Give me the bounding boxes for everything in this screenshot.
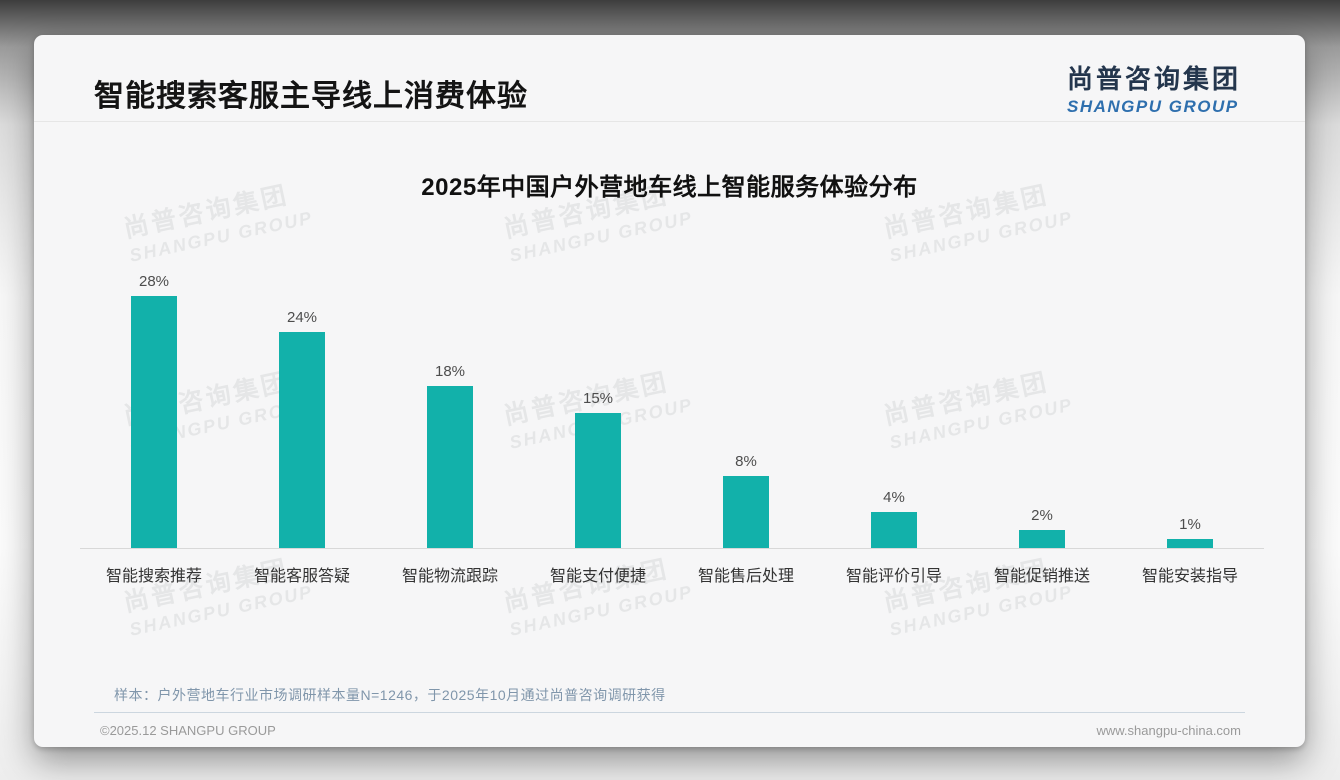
brand-logo: 尚普咨询集团 SHANGPU GROUP bbox=[1067, 59, 1241, 117]
watermark-english: SHANGPU GROUP bbox=[127, 207, 315, 266]
bar-column: 1% bbox=[1116, 516, 1264, 548]
bar bbox=[131, 296, 177, 548]
brand-logo-chinese: 尚普咨询集团 bbox=[1066, 64, 1241, 94]
bar bbox=[1167, 539, 1213, 548]
page-title: 智能搜索客服主导线上消费体验 bbox=[94, 80, 528, 113]
watermark-english: SHANGPU GROUP bbox=[887, 207, 1075, 266]
copyright-text: ©2025.12 SHANGPU GROUP bbox=[100, 723, 276, 738]
bar-value-label: 28% bbox=[138, 273, 170, 290]
bar-column: 8% bbox=[672, 453, 820, 548]
bar-column: 4% bbox=[820, 489, 968, 548]
x-axis-label: 智能安装指导 bbox=[1141, 568, 1238, 585]
bar bbox=[279, 332, 325, 548]
website-url: www.shangpu-china.com bbox=[1096, 723, 1241, 738]
slide-footer: ©2025.12 SHANGPU GROUP www.shangpu-china… bbox=[100, 723, 1241, 738]
x-axis-category-labels: 智能搜索推荐 智能客服答疑 智能物流跟踪 智能支付便捷 智能售后处理 智能评价引导 智能促销… bbox=[80, 562, 1264, 586]
x-axis-label: 智能促销推送 bbox=[993, 568, 1090, 585]
watermark: 尚普咨询集团 SHANGPU GROUP bbox=[120, 545, 315, 641]
bar-value-label: 1% bbox=[1179, 516, 1201, 533]
watermark-english: SHANGPU GROUP bbox=[507, 207, 695, 266]
bar bbox=[575, 413, 621, 548]
watermark: 尚普咨询集团 SHANGPU GROUP bbox=[880, 545, 1075, 641]
bar bbox=[1019, 530, 1065, 548]
bar-value-label: 4% bbox=[883, 489, 905, 506]
bar bbox=[427, 386, 473, 548]
x-axis-label: 智能客服答疑 bbox=[253, 568, 350, 585]
watermark-english: SHANGPU GROUP bbox=[887, 581, 1075, 640]
x-axis-label: 智能搜索推荐 bbox=[105, 568, 202, 585]
bar-value-label: 8% bbox=[735, 453, 757, 470]
bar-column: 2% bbox=[968, 507, 1116, 548]
brand-logo-english: SHANGPU GROUP bbox=[1066, 97, 1239, 116]
bar-column: 18% bbox=[376, 363, 524, 548]
bar-chart-plot: 28% 24% 18% 15% 8% 4% 2% 1% bbox=[80, 265, 1264, 549]
bar-column: 24% bbox=[228, 309, 376, 548]
chart-title: 2025年中国户外营地车线上智能服务体验分布 bbox=[421, 174, 918, 201]
x-axis-label: 智能物流跟踪 bbox=[401, 568, 498, 585]
bar-value-label: 15% bbox=[582, 390, 614, 407]
bar-column: 15% bbox=[524, 390, 672, 548]
x-axis-label: 智能支付便捷 bbox=[549, 568, 646, 585]
bar bbox=[723, 476, 769, 548]
footer-divider bbox=[94, 712, 1245, 713]
slide-card: 尚普咨询集团 SHANGPU GROUP 尚普咨询集团 SHANGPU GROUP 尚普… bbox=[34, 35, 1305, 747]
x-axis-label: 智能评价引导 bbox=[845, 568, 942, 585]
bar-value-label: 24% bbox=[286, 309, 318, 326]
slide-header: 智能搜索客服主导线上消费体验 尚普咨询集团 SHANGPU GROUP bbox=[34, 35, 1305, 122]
sample-note: 样本：户外营地车行业市场调研样本量N=1246，于2025年10月通过尚普咨询调… bbox=[114, 687, 666, 703]
watermark: 尚普咨询集团 SHANGPU GROUP bbox=[500, 545, 695, 641]
watermark-english: SHANGPU GROUP bbox=[127, 581, 315, 640]
bar bbox=[871, 512, 917, 548]
x-axis-label: 智能售后处理 bbox=[697, 568, 794, 585]
bar-column: 28% bbox=[80, 273, 228, 548]
watermark-english: SHANGPU GROUP bbox=[507, 581, 695, 640]
bar-value-label: 2% bbox=[1031, 507, 1053, 524]
bar-value-label: 18% bbox=[434, 363, 466, 380]
